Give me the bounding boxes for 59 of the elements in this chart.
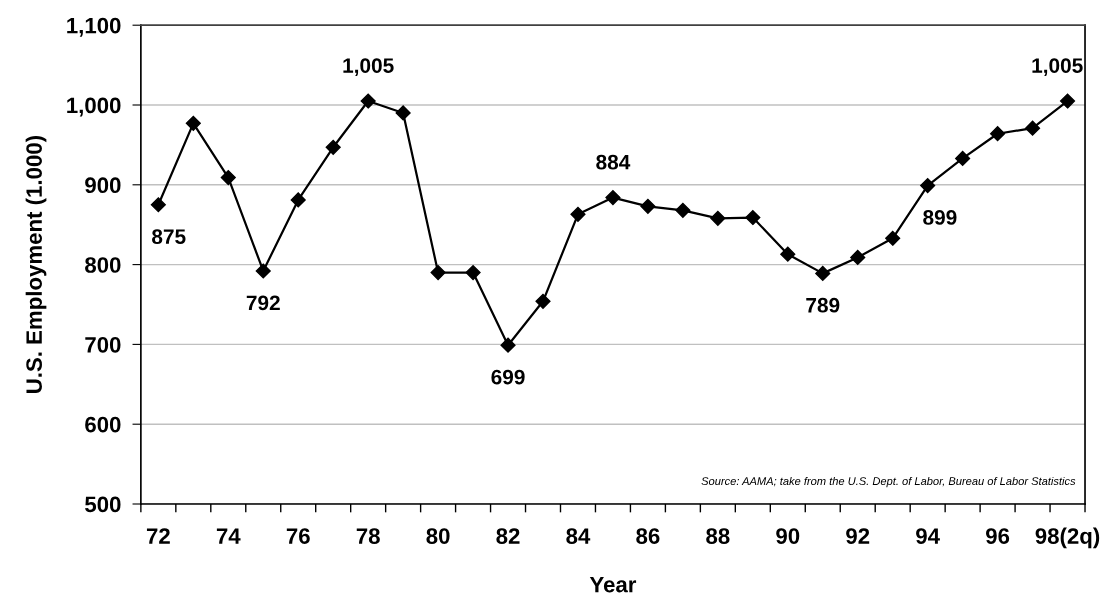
y-tick-label: 500 xyxy=(85,496,121,513)
x-axis-title: Year xyxy=(589,576,637,593)
x-tick-label: 96 xyxy=(986,528,1010,544)
x-tick-label: 90 xyxy=(776,528,800,544)
x-tick-label: 98(2q) xyxy=(1035,527,1100,549)
point xyxy=(780,246,796,262)
point xyxy=(255,263,271,279)
point xyxy=(745,209,761,226)
data-label: 1,005 xyxy=(343,58,394,76)
data-label: 884 xyxy=(596,154,631,170)
data-label: 875 xyxy=(152,229,186,244)
point xyxy=(710,210,726,226)
point xyxy=(535,293,551,309)
annotation: Source: AAMA; take from the U.S. Dept. of Labor, Bureau of Labor Statistics xyxy=(701,476,1076,488)
point xyxy=(325,139,341,155)
point xyxy=(220,170,236,186)
data-label: 792 xyxy=(246,295,280,311)
point xyxy=(815,265,831,281)
x-tick-label: 82 xyxy=(496,528,520,544)
point xyxy=(150,197,166,213)
x-tick-label: 92 xyxy=(846,528,870,544)
point xyxy=(1059,93,1076,109)
y-tick-label: 1,000 xyxy=(67,97,121,117)
y-tick-label: 1,100 xyxy=(67,17,121,37)
point xyxy=(500,337,516,353)
y-tick-label: 900 xyxy=(85,177,121,194)
point xyxy=(675,202,691,218)
point xyxy=(990,126,1006,142)
x-tick-label: 78 xyxy=(356,528,380,544)
x-tick-label: 88 xyxy=(706,528,730,544)
point xyxy=(1024,120,1041,136)
y-tick-label: 700 xyxy=(85,336,121,353)
point xyxy=(955,150,971,167)
point xyxy=(360,93,376,109)
point xyxy=(465,265,481,281)
x-tick-label: 86 xyxy=(636,528,660,544)
y-tick-label: 800 xyxy=(85,257,121,273)
point xyxy=(605,189,621,206)
x-tick-label: 94 xyxy=(916,528,940,544)
x-tick-label: 72 xyxy=(146,528,170,544)
point xyxy=(570,206,586,222)
point xyxy=(640,198,656,214)
point xyxy=(850,249,866,265)
y-tick-label: 600 xyxy=(85,416,121,433)
data-label: 789 xyxy=(806,297,840,313)
x-tick-label: 84 xyxy=(566,528,591,544)
point xyxy=(395,105,411,121)
point xyxy=(885,230,901,246)
data-label: 1,005 xyxy=(1032,58,1083,76)
point xyxy=(920,178,936,194)
point xyxy=(290,192,306,208)
data-label: 699 xyxy=(491,369,525,385)
x-tick-label: 74 xyxy=(216,528,241,544)
point xyxy=(430,265,446,281)
x-tick-label: 80 xyxy=(426,528,450,544)
data-label: 899 xyxy=(923,210,957,225)
y-axis-title: U.S. Employment (1.000) xyxy=(25,136,47,393)
x-tick-label: 76 xyxy=(286,528,310,544)
point xyxy=(185,115,201,131)
